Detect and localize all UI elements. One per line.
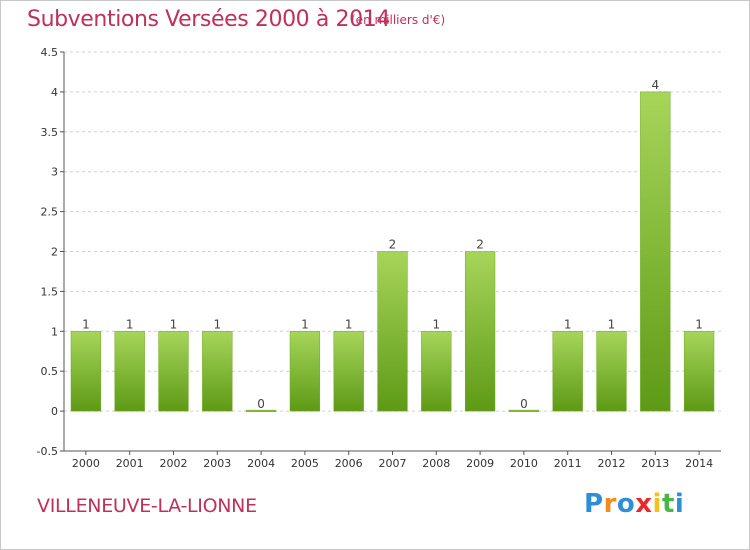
data-label-2002: 1 [170, 317, 178, 331]
x-tick-label: 2007 [379, 457, 407, 470]
chart-title: Subventions Versées 2000 à 2014 [27, 7, 390, 32]
bar-2004 [245, 409, 277, 412]
logo-letter: o [616, 489, 636, 519]
y-tick-label: 2.5 [41, 206, 59, 219]
bar-2005 [289, 331, 321, 412]
bar-2000 [70, 331, 102, 412]
logo-letter: x [635, 489, 653, 519]
logo-letter: i [674, 489, 685, 519]
y-tick-label: 3.5 [41, 126, 59, 139]
place-name: VILLENEUVE-LA-LIONNE [37, 495, 257, 517]
proxiti-logo[interactable]: Proxiti [584, 489, 684, 519]
data-label-2013: 4 [651, 78, 659, 92]
x-tick-label: 2001 [116, 457, 144, 470]
bar-2006 [333, 331, 364, 412]
data-label-2000: 1 [82, 317, 90, 331]
bar-2010 [508, 409, 540, 412]
label-layer: 1 1 1 1 0 1 1 2 1 2 0 1 1 4 1 [82, 78, 703, 411]
data-label-2006: 1 [345, 317, 353, 331]
y-tick-label: 2 [51, 246, 58, 259]
x-tick-label: 2011 [554, 457, 582, 470]
bar-2012 [596, 331, 627, 412]
y-tick-label: 4.5 [41, 46, 59, 59]
data-label-2005: 1 [301, 317, 309, 331]
logo-letter: P [584, 489, 604, 519]
x-tick-label: 2013 [641, 457, 669, 470]
data-label-2003: 1 [213, 317, 221, 331]
x-tick-label: 2004 [247, 457, 275, 470]
bar-2007 [377, 251, 408, 412]
y-tick-label: 1.5 [41, 285, 59, 298]
x-tick-label: 2009 [466, 457, 494, 470]
bar-layer [70, 91, 715, 412]
bar-2008 [421, 331, 452, 412]
x-tick-label: 2014 [685, 457, 713, 470]
y-tick-label: 4 [51, 86, 58, 99]
data-label-2012: 1 [608, 317, 616, 331]
data-label-2014: 1 [695, 317, 703, 331]
bar-2002 [158, 331, 189, 412]
data-label-2009: 2 [476, 238, 484, 252]
x-tick-label: 2008 [422, 457, 450, 470]
data-label-2011: 1 [564, 317, 572, 331]
data-label-2010: 0 [520, 397, 528, 411]
logo-letter: t [661, 489, 675, 519]
y-tick-label: -0.5 [37, 445, 58, 458]
data-label-2007: 2 [389, 238, 397, 252]
x-tick-label: 2012 [598, 457, 626, 470]
x-tick-label: 2002 [160, 457, 188, 470]
x-tick-label: 2003 [203, 457, 231, 470]
bar-2013 [640, 91, 671, 412]
x-tick-label: 2010 [510, 457, 538, 470]
bar-2009 [464, 251, 496, 412]
data-label-2004: 0 [257, 397, 265, 411]
bar-2014 [683, 331, 715, 412]
logo-letter: r [603, 489, 617, 519]
x-tick-label: 2005 [291, 457, 319, 470]
bar-2001 [114, 331, 145, 412]
logo-letter: i [652, 489, 662, 519]
x-tick-label: 2006 [335, 457, 363, 470]
y-tick-label: 3 [51, 166, 58, 179]
y-tick-label: 0.5 [41, 365, 59, 378]
bar-2003 [202, 331, 233, 412]
data-label-2001: 1 [126, 317, 134, 331]
bar-2011 [552, 331, 583, 412]
data-label-2008: 1 [432, 317, 440, 331]
x-tick-label: 2000 [72, 457, 100, 470]
y-tick-label: 0 [51, 405, 58, 418]
y-tick-label: 1 [51, 325, 58, 338]
chart-unit-note: (en milliers d'€) [351, 13, 446, 27]
